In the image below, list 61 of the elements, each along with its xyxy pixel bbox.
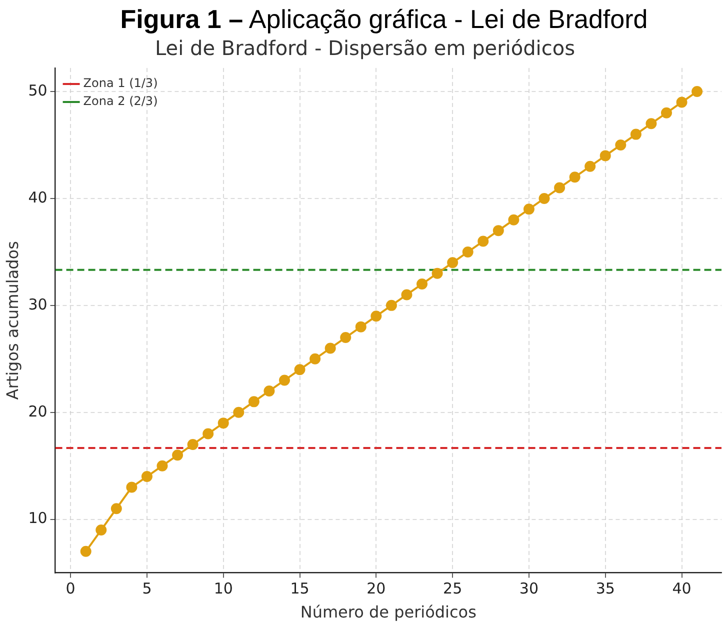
y-tick-label: 10 <box>28 509 48 528</box>
point <box>96 524 107 536</box>
point <box>554 182 566 194</box>
point <box>172 450 184 461</box>
point <box>692 86 703 98</box>
point <box>386 300 397 311</box>
point <box>660 107 672 118</box>
point <box>294 364 306 376</box>
point <box>310 353 321 364</box>
point <box>676 96 688 108</box>
x-tick-label: 40 <box>672 580 692 598</box>
point <box>110 503 122 514</box>
point <box>492 225 504 236</box>
x-axis-title: Número de periódicos <box>300 602 476 622</box>
point <box>584 160 596 172</box>
x-tick-label: 15 <box>290 580 310 598</box>
x-tick-label: 25 <box>443 580 462 598</box>
point <box>416 278 428 290</box>
y-tick-label: 30 <box>28 295 48 314</box>
point <box>370 310 382 322</box>
point <box>264 385 275 396</box>
chart-subtitle: Lei de Bradford - Dispersão em periódicos <box>155 36 575 60</box>
point <box>218 418 229 429</box>
point <box>508 214 520 226</box>
x-tick-label: 10 <box>214 580 233 598</box>
x-tick-label: 5 <box>142 580 152 598</box>
point <box>80 546 92 557</box>
point <box>202 428 214 440</box>
point <box>187 438 198 450</box>
y-tick-label: 50 <box>28 81 48 100</box>
point <box>630 128 642 140</box>
point <box>340 332 352 344</box>
legend-label: Zona 2 (2/3) <box>83 94 158 108</box>
point <box>126 482 138 493</box>
point <box>615 140 626 151</box>
point <box>462 246 474 258</box>
x-tick-label: 20 <box>366 580 386 598</box>
point <box>141 471 152 482</box>
x-tick-label: 35 <box>596 580 615 598</box>
legend-label: Zona 1 (1/3) <box>83 76 158 90</box>
point <box>233 406 244 418</box>
chart-title: Figura 1 – Aplicação gráfica - Lei de Bradford <box>119 3 649 36</box>
y-tick-label: 20 <box>28 402 48 420</box>
y-tick-label: 40 <box>28 188 48 206</box>
point <box>478 236 489 247</box>
point <box>600 150 611 162</box>
point <box>646 118 657 130</box>
point <box>523 204 534 215</box>
point <box>447 257 458 268</box>
point <box>248 396 260 408</box>
point <box>156 460 168 472</box>
y-axis-title: Artigos acumulados <box>2 241 22 400</box>
point <box>401 289 412 300</box>
point <box>569 172 580 183</box>
x-tick-label: 30 <box>519 580 539 598</box>
point <box>278 374 290 386</box>
x-tick-label: 0 <box>66 580 76 598</box>
point <box>538 192 550 204</box>
point <box>355 321 366 332</box>
point <box>324 342 336 354</box>
point <box>432 268 443 279</box>
